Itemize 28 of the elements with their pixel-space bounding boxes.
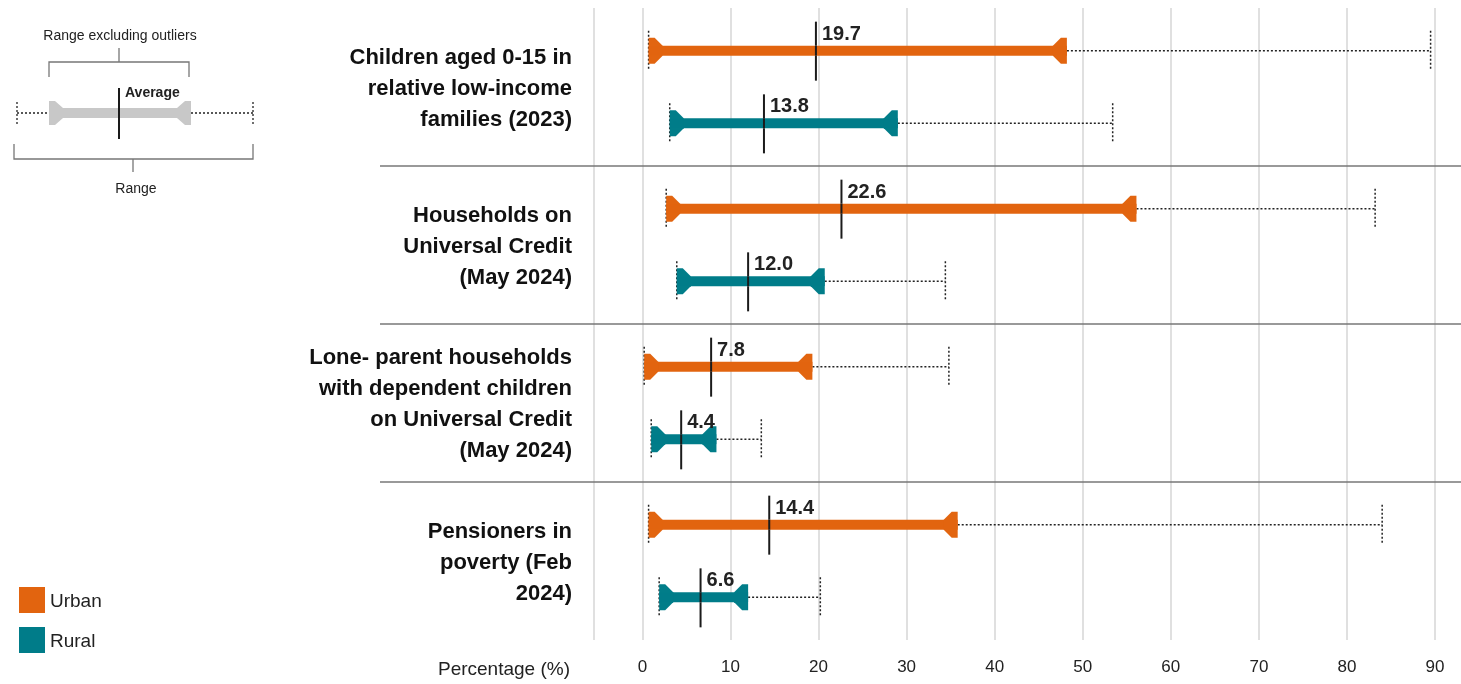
- x-tick-label: 40: [985, 657, 1005, 676]
- x-tick-label: 0: [637, 657, 648, 676]
- annotation: 14.4: [775, 495, 816, 518]
- x-tick-label: 20: [809, 657, 829, 676]
- text: Range excluding outliers: [43, 27, 197, 43]
- text: Average: [125, 84, 180, 100]
- x-tick-label: 80: [1337, 657, 1357, 676]
- annotation: 22.6: [847, 179, 887, 202]
- x-tick-label: 30: [897, 657, 917, 676]
- y-tick-label: Lone- parent households with dependent children on Universal Credit (May 2024): [309, 344, 573, 462]
- x-tick-label: 10: [721, 657, 740, 676]
- x-tick-label: 90: [1425, 657, 1445, 676]
- y-tick-label: Households on Universal Credit (May 2024): [403, 201, 573, 289]
- x-tick-label: 60: [1161, 657, 1181, 676]
- text: Range: [115, 180, 157, 196]
- annotation: 13.8: [769, 94, 809, 117]
- annotation: 19.7: [821, 21, 861, 44]
- x-axis-title: Percentage (%): [437, 658, 570, 679]
- annotation: 7.8: [717, 337, 745, 360]
- legend-label: Rural: [50, 629, 96, 651]
- annotation: 12.0: [754, 252, 794, 275]
- y-tick-label: Children aged 0-15 in relative low-income families (2023): [349, 43, 572, 131]
- annotation: 6.6: [706, 568, 735, 591]
- y-tick-label: Pensioners in poverty (Feb 2024): [427, 517, 572, 605]
- x-tick-label: 70: [1249, 657, 1269, 676]
- legend-label: Urban: [50, 589, 102, 611]
- x-tick-label: 50: [1073, 657, 1093, 676]
- annotation: 4.4: [687, 410, 716, 433]
